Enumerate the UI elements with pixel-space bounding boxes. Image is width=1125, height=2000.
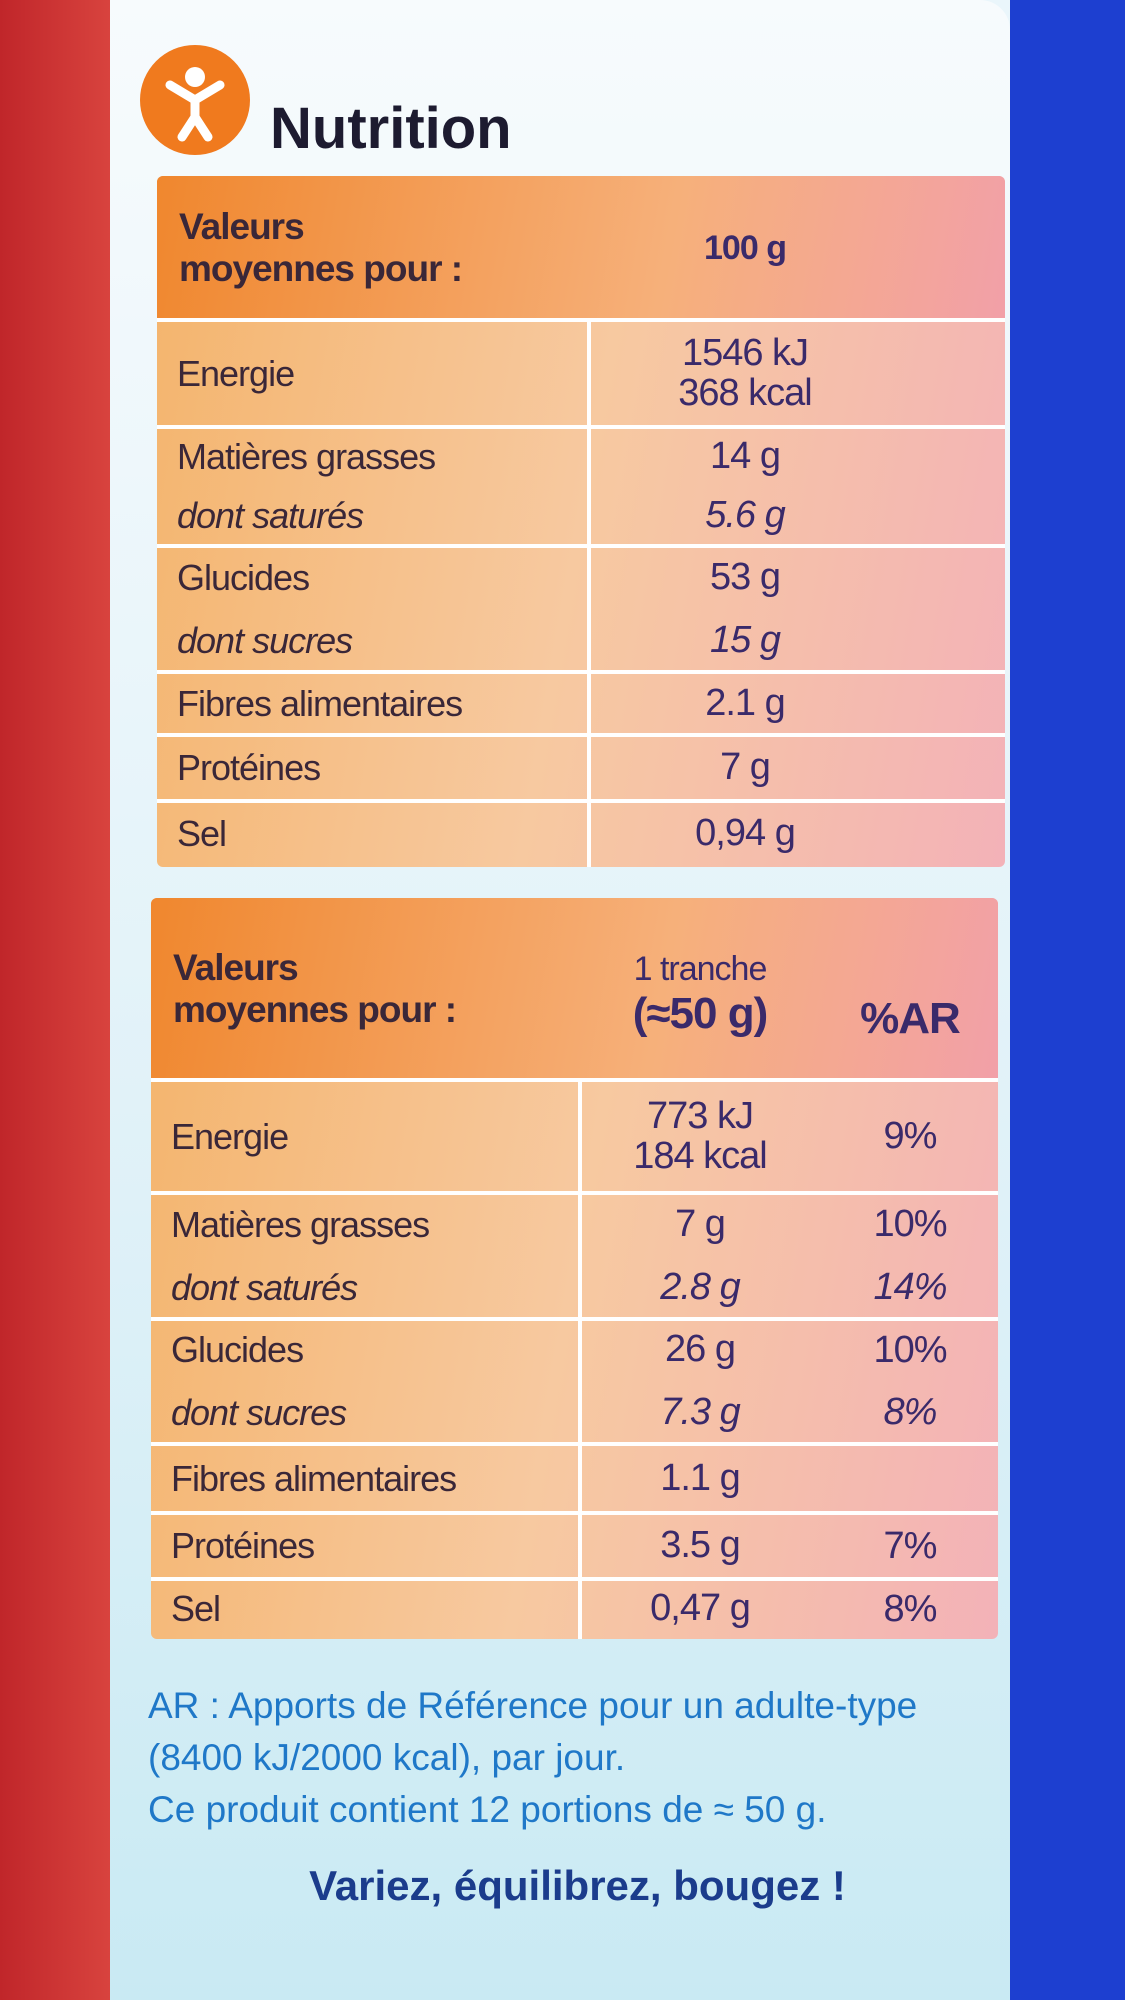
row-label: dont sucres — [177, 619, 353, 661]
row-label: Matières grasses — [177, 435, 436, 477]
row-separator — [151, 1511, 998, 1515]
row-separator — [151, 1317, 998, 1321]
row-ar: 9% — [883, 1115, 938, 1157]
row-separator — [157, 318, 1005, 322]
row-label: Protéines — [171, 1525, 315, 1566]
row-separator — [151, 1078, 998, 1082]
row-separator — [157, 799, 1005, 803]
title: Nutrition — [270, 96, 512, 161]
text-line: Valeurs — [179, 206, 305, 247]
table-header — [157, 176, 1005, 320]
text-line: 7 g — [675, 1202, 726, 1245]
text-line: 3.5 g — [660, 1524, 741, 1567]
column-divider — [587, 320, 591, 867]
row-label: dont saturés — [177, 495, 364, 537]
row-value: 7 g — [595, 735, 895, 801]
row-ar: 7% — [883, 1524, 938, 1567]
row-separator — [151, 1577, 998, 1581]
activity-icon — [140, 45, 250, 155]
text-line: 0,94 g — [695, 812, 796, 855]
row-value: 1.1 g — [550, 1444, 850, 1513]
text-line: 7.3 g — [660, 1390, 741, 1433]
row-value: 2.8 g — [550, 1256, 850, 1319]
row-ar: 8% — [883, 1587, 938, 1630]
row-value: 15 g — [595, 609, 895, 672]
row-label: dont saturés — [171, 1266, 358, 1308]
slogan: Variez, équilibrez, bougez ! — [309, 1862, 846, 1909]
row-value: 1546 kJ 368 kcal — [595, 320, 895, 427]
text-line: 5.6 g — [705, 494, 786, 537]
row-value: 14 g — [595, 427, 895, 487]
row-separator — [157, 670, 1005, 674]
row-separator — [151, 1191, 998, 1195]
row-value: 0,94 g — [595, 801, 895, 867]
table-header — [151, 898, 998, 1080]
text-line: moyennes pour : — [173, 989, 457, 1030]
header-label: Valeurs moyennes pour : — [173, 898, 457, 1080]
row-label: Energie — [171, 1115, 289, 1157]
row-label: Glucides — [177, 556, 310, 598]
text-line: Valeurs — [173, 947, 299, 988]
row-separator — [157, 425, 1005, 429]
text-line: 184 kcal — [633, 1134, 768, 1177]
row-label: Fibres alimentaires — [171, 1457, 457, 1499]
text-line: 1 tranche — [633, 949, 768, 988]
text-line: 100 g — [704, 228, 787, 267]
text-line: 368 kcal — [678, 371, 813, 414]
row-value: 53 g — [595, 546, 895, 609]
row-value: 3.5 g — [550, 1513, 850, 1579]
text-line: 53 g — [710, 555, 781, 598]
text-line: 15 g — [710, 618, 781, 661]
row-separator — [157, 733, 1005, 737]
icon-figure — [165, 67, 225, 142]
text-line: 26 g — [665, 1328, 736, 1371]
row-label: Sel — [171, 1588, 221, 1629]
text-line: (≈50 g) — [632, 988, 768, 1038]
row-separator — [151, 1442, 998, 1446]
row-ar: 14% — [873, 1266, 947, 1308]
text-line: 7 g — [720, 746, 771, 789]
row-value: 2.1 g — [595, 672, 895, 735]
row-label: dont sucres — [171, 1391, 347, 1433]
note-line: Ce produit contient 12 portions de ≈ 50 … — [148, 1789, 827, 1830]
row-value: 26 g — [550, 1319, 850, 1382]
row-label: Sel — [177, 813, 227, 854]
row-separator — [157, 544, 1005, 548]
row-value: 5.6 g — [595, 487, 895, 547]
header-amount: 100 g — [595, 176, 895, 320]
text-line: 2.8 g — [660, 1265, 741, 1308]
column-divider — [578, 1080, 582, 1639]
row-ar: 10% — [873, 1328, 947, 1371]
header-ar: %AR — [860, 994, 961, 1043]
row-ar: 10% — [873, 1203, 947, 1245]
row-ar: 8% — [883, 1391, 938, 1434]
text-line: 773 kJ — [647, 1094, 754, 1137]
row-label: Energie — [177, 352, 295, 394]
text-line: moyennes pour : — [179, 248, 463, 289]
note-line: (8400 kJ/2000 kcal), par jour. — [148, 1737, 626, 1778]
text-line: 0,47 g — [650, 1587, 751, 1630]
header-amount: 1 tranche (≈50 g) — [550, 898, 850, 1080]
text-line: 2.1 g — [705, 681, 786, 724]
row-value: 773 kJ 184 kcal — [550, 1080, 850, 1193]
text-line: 14 g — [710, 434, 781, 477]
row-value: 7.3 g — [550, 1382, 850, 1445]
text-line: 1.1 g — [660, 1456, 741, 1499]
row-value: 0,47 g — [550, 1579, 850, 1639]
row-label: Protéines — [177, 747, 321, 788]
row-label: Matières grasses — [171, 1203, 430, 1245]
row-label: Glucides — [171, 1329, 304, 1371]
header-label: Valeurs moyennes pour : — [179, 176, 463, 320]
row-value: 7 g — [550, 1193, 850, 1256]
row-label: Fibres alimentaires — [177, 682, 463, 724]
text-line: 1546 kJ — [681, 331, 809, 374]
note-line: AR : Apports de Référence pour un adulte… — [148, 1685, 918, 1726]
